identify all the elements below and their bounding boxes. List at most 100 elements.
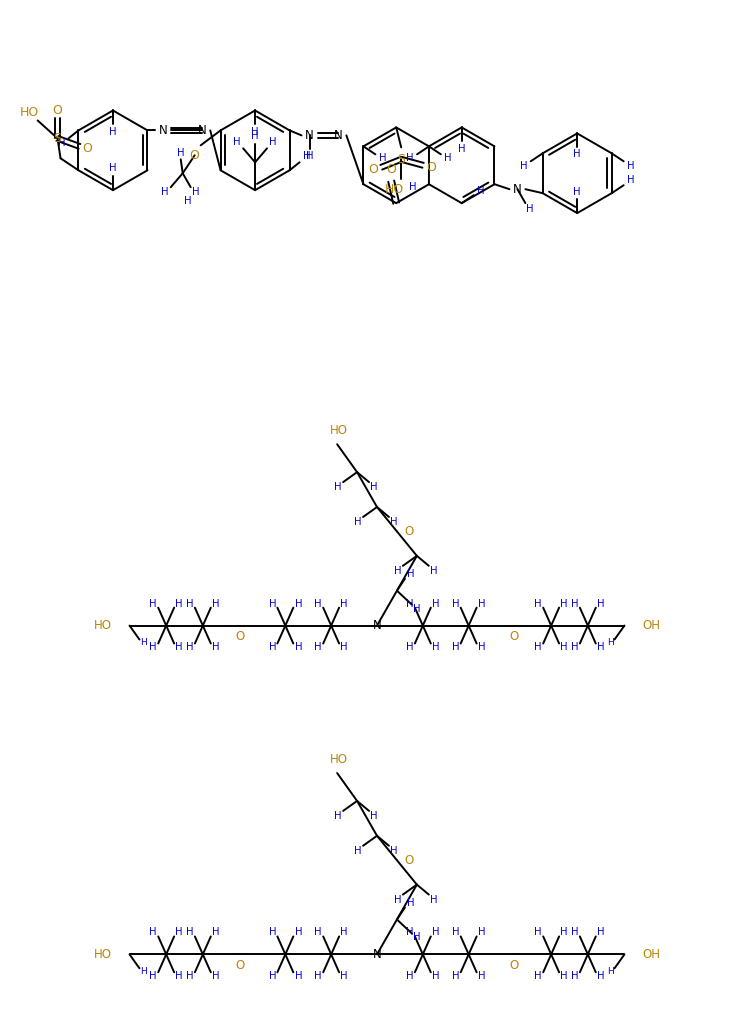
Text: H: H [212, 599, 219, 608]
Text: H: H [406, 972, 414, 981]
Text: H: H [212, 972, 219, 981]
Text: H: H [379, 154, 386, 163]
Text: O: O [404, 854, 413, 866]
Text: OH: OH [642, 948, 661, 961]
Text: H: H [597, 928, 605, 937]
Text: HO: HO [330, 424, 348, 437]
Text: H: H [140, 638, 147, 647]
Text: H: H [109, 163, 117, 173]
Text: H: H [406, 154, 414, 163]
Text: H: H [430, 895, 437, 904]
Text: H: H [406, 928, 414, 937]
Text: H: H [394, 566, 402, 575]
Text: H: H [571, 599, 578, 608]
Text: H: H [109, 127, 117, 137]
Text: O: O [510, 958, 519, 972]
Text: HO: HO [20, 105, 39, 119]
Text: H: H [560, 642, 568, 652]
Text: H: H [140, 967, 147, 976]
Text: O: O [53, 104, 63, 117]
Text: H: H [409, 182, 417, 193]
Text: HO: HO [385, 182, 404, 196]
Text: H: H [340, 972, 348, 981]
Text: H: H [234, 137, 241, 147]
Text: H: H [535, 972, 542, 981]
Text: H: H [176, 928, 183, 937]
Text: O: O [82, 142, 93, 155]
Text: OH: OH [642, 620, 661, 632]
Text: H: H [186, 599, 194, 608]
Text: H: H [186, 972, 194, 981]
Text: H: H [458, 144, 465, 155]
Text: H: H [354, 846, 362, 856]
Text: H: H [314, 972, 322, 981]
Text: O: O [235, 958, 244, 972]
Text: H: H [571, 972, 578, 981]
Text: HO: HO [93, 620, 112, 632]
Text: H: H [452, 599, 459, 608]
Text: H: H [407, 898, 415, 907]
Text: H: H [478, 972, 486, 981]
Text: H: H [370, 482, 378, 493]
Text: H: H [306, 152, 313, 162]
Text: H: H [340, 642, 348, 652]
Text: H: H [176, 972, 183, 981]
Text: H: H [574, 150, 581, 160]
Text: H: H [340, 928, 348, 937]
Text: H: H [452, 972, 459, 981]
Text: H: H [406, 642, 414, 652]
Text: H: H [627, 175, 634, 185]
Text: O: O [386, 163, 396, 176]
Text: H: H [520, 161, 528, 171]
Text: H: H [334, 811, 342, 821]
Text: HO: HO [93, 948, 112, 961]
Text: H: H [444, 154, 452, 163]
Text: H: H [432, 928, 440, 937]
Text: N: N [372, 948, 382, 961]
Text: H: H [314, 928, 322, 937]
Text: H: H [597, 599, 605, 608]
Text: H: H [560, 928, 568, 937]
Text: N: N [305, 129, 314, 142]
Text: H: H [394, 895, 402, 904]
Text: H: H [597, 642, 605, 652]
Text: H: H [432, 642, 440, 652]
Text: H: H [607, 638, 614, 647]
Text: H: H [478, 642, 486, 652]
Text: H: H [627, 161, 634, 171]
Text: HO: HO [330, 753, 348, 766]
Text: H: H [161, 187, 169, 198]
Text: H: H [186, 928, 194, 937]
Text: H: H [177, 148, 185, 159]
Text: H: H [212, 642, 219, 652]
Text: H: H [535, 642, 542, 652]
Text: H: H [571, 928, 578, 937]
Text: H: H [607, 967, 614, 976]
Text: H: H [407, 568, 415, 579]
Text: N: N [198, 124, 207, 137]
Text: H: H [186, 642, 194, 652]
Text: O: O [510, 630, 519, 643]
Text: H: H [478, 599, 486, 608]
Text: H: H [413, 933, 421, 942]
Text: H: H [390, 517, 397, 527]
Text: H: H [452, 928, 459, 937]
Text: H: H [314, 642, 322, 652]
Text: O: O [426, 161, 436, 174]
Text: H: H [212, 928, 219, 937]
Text: H: H [560, 599, 568, 608]
Text: H: H [560, 972, 568, 981]
Text: H: H [192, 187, 199, 198]
Text: S: S [397, 153, 405, 166]
Text: H: H [268, 928, 276, 937]
Text: H: H [176, 599, 183, 608]
Text: O: O [369, 163, 379, 176]
Text: H: H [535, 599, 542, 608]
Text: H: H [303, 152, 311, 162]
Text: O: O [404, 525, 413, 538]
Text: H: H [58, 138, 66, 148]
Text: H: H [184, 197, 192, 206]
Text: H: H [334, 482, 342, 493]
Text: H: H [295, 972, 302, 981]
Text: H: H [149, 642, 157, 652]
